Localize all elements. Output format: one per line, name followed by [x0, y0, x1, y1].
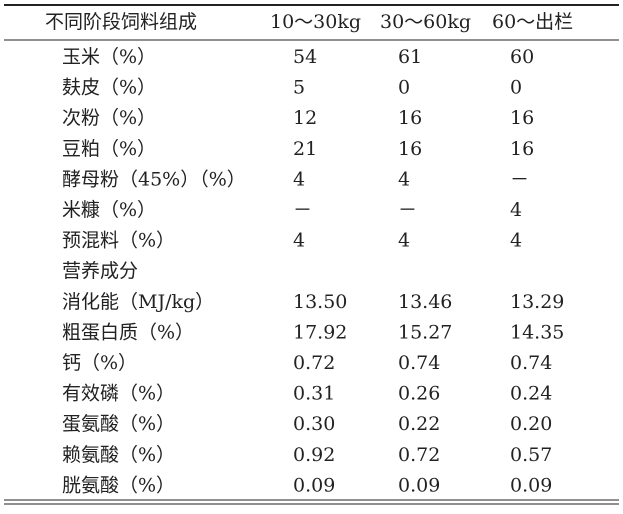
cell: 12: [293, 107, 317, 129]
cell: 0: [510, 77, 522, 99]
cell: 4: [398, 230, 410, 252]
cell: 0.09: [293, 474, 335, 496]
row-label: 酵母粉（45%）（%）: [62, 168, 246, 190]
cell: 17.92: [293, 321, 347, 343]
row-label: 消化能（MJ/kg）: [62, 291, 214, 313]
cell: 16: [510, 107, 534, 129]
cell: 16: [398, 107, 422, 129]
cell: 0.09: [398, 474, 440, 496]
row-label: 粗蛋白质（%）: [62, 321, 194, 343]
cell: 15.27: [398, 321, 452, 343]
cell: 0.92: [293, 444, 335, 466]
cell: 4: [293, 230, 305, 252]
cell: 0.30: [293, 413, 335, 435]
row-label: 次粉（%）: [62, 107, 156, 129]
row-label: 预混料（%）: [62, 230, 175, 252]
cell: －: [293, 199, 312, 221]
cell: 0.31: [293, 383, 335, 405]
row-label: 麸皮（%）: [62, 77, 156, 99]
header-cell: 60～出栏: [492, 11, 573, 33]
row-label: 米糠（%）: [62, 198, 156, 221]
cell: 4: [510, 199, 522, 221]
cell: 16: [510, 138, 534, 160]
cell: 4: [398, 168, 410, 190]
cell: 0.09: [510, 474, 552, 496]
header-cell: 10～30kg: [270, 11, 361, 33]
cell: 0.22: [398, 413, 440, 435]
cell: 0.72: [398, 444, 440, 466]
cell: 0.57: [510, 444, 552, 466]
cell: 0.74: [398, 352, 440, 374]
cell: 54: [293, 46, 317, 68]
cell: 13.50: [293, 291, 347, 313]
row-label: 胱氨酸（%）: [62, 474, 175, 496]
cell: 0.26: [398, 383, 440, 405]
header-cell: 30～60kg: [380, 11, 471, 33]
row-label: 赖氨酸（%）: [62, 444, 175, 466]
cell: 13.29: [510, 291, 564, 313]
row-label: 有效磷（%）: [62, 383, 175, 405]
cell: 13.46: [398, 291, 452, 313]
cell: 4: [510, 230, 522, 252]
cell: －: [398, 199, 417, 221]
row-label: 玉米（%）: [62, 46, 156, 68]
cell: 4: [293, 168, 305, 190]
cell: 61: [398, 46, 422, 68]
cell: 16: [398, 138, 422, 160]
cell: 14.35: [510, 321, 564, 343]
cell: 21: [293, 138, 317, 160]
cell: 0.20: [510, 413, 552, 435]
header-cell: 不同阶段饲料组成: [45, 11, 197, 33]
cell: －: [510, 168, 529, 190]
row-label: 钙（%）: [62, 352, 137, 374]
cell: 0.72: [293, 352, 335, 374]
row-label: 蛋氨酸（%）: [62, 413, 175, 435]
row-label: 豆粕（%）: [62, 138, 156, 160]
cell: 5: [293, 77, 305, 99]
row-label: 营养成分: [62, 260, 138, 282]
cell: 0.24: [510, 383, 552, 405]
cell: 0.74: [510, 352, 552, 374]
cell: 0: [398, 77, 410, 99]
cell: 60: [510, 46, 534, 68]
